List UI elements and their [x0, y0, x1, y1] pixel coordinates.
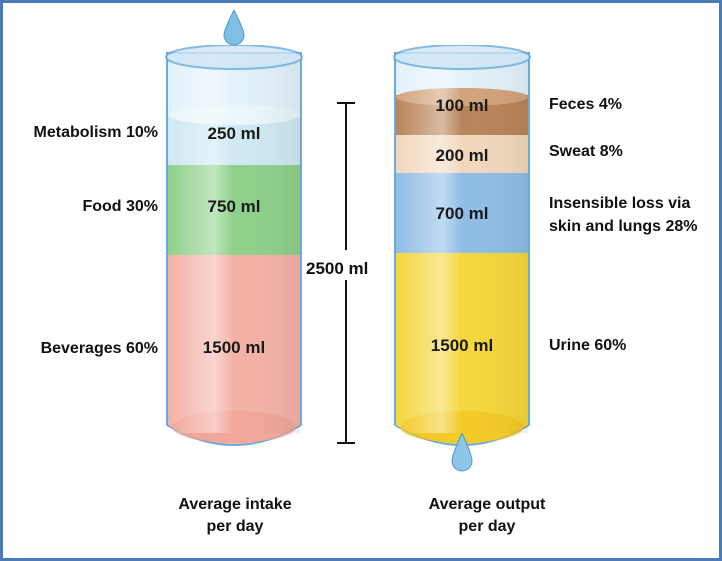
intake-caption-line1: Average intake: [178, 496, 292, 513]
urine-label: Urine 60%: [549, 337, 627, 354]
metabolism-volume: 250 ml: [207, 124, 261, 143]
water-drop-icon: [223, 10, 245, 46]
feces-volume: 100 ml: [435, 96, 489, 115]
intake-cylinder: 250 ml 750 ml 1500 ml: [165, 10, 303, 455]
insensible-loss-label-line2: skin and lungs 28%: [549, 218, 698, 235]
cylinder-glass-icon: [393, 45, 531, 446]
insensible-loss-label-line1: Insensible loss via: [549, 195, 691, 212]
urine-volume: 1500 ml: [430, 336, 494, 355]
intake-caption: Average intake per day: [160, 494, 310, 538]
intake-caption-line2: per day: [206, 518, 264, 535]
total-label: 2500 ml: [306, 259, 369, 278]
output-caption-line2: per day: [458, 518, 516, 535]
cylinder-glass-icon: [165, 45, 303, 446]
sweat-label: Sweat 8%: [549, 143, 623, 160]
insensible-loss-label: Insensible loss via skin and lungs 28%: [549, 192, 697, 238]
sweat-volume: 200 ml: [435, 146, 489, 165]
insensible-loss-volume: 700 ml: [435, 204, 489, 223]
beverages-label: Beverages 60%: [40, 340, 158, 357]
feces-label: Feces 4%: [549, 96, 622, 113]
beverages-volume: 1500 ml: [202, 338, 266, 357]
metabolism-label: Metabolism 10%: [33, 124, 158, 141]
water-drop-icon: [451, 433, 473, 472]
food-label: Food 30%: [82, 198, 158, 215]
output-cylinder: 100 ml 200 ml 700 ml 1500 ml: [393, 45, 531, 472]
output-caption: Average output per day: [412, 494, 562, 538]
food-volume: 750 ml: [207, 197, 261, 216]
output-caption-line1: Average output: [428, 496, 546, 513]
